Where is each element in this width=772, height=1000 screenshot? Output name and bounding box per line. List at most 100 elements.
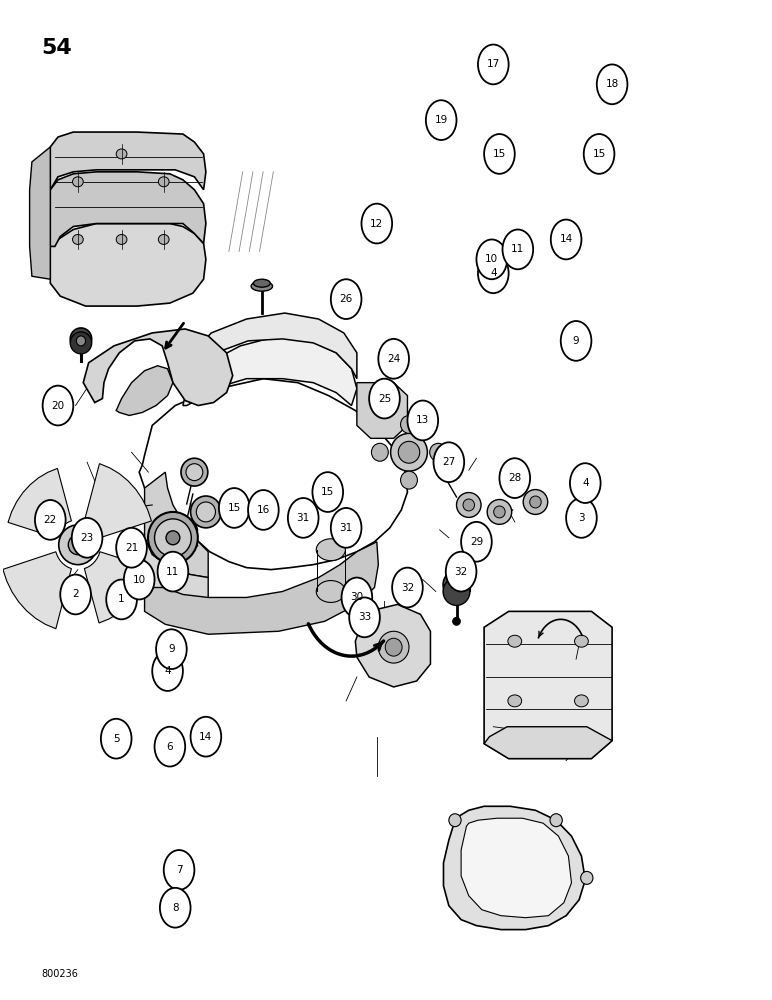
Circle shape: [341, 578, 372, 617]
Polygon shape: [117, 366, 173, 415]
Text: 28: 28: [508, 473, 521, 483]
Text: 11: 11: [166, 567, 180, 577]
Circle shape: [154, 727, 185, 767]
Circle shape: [331, 508, 361, 548]
Ellipse shape: [385, 638, 402, 656]
Circle shape: [478, 45, 509, 84]
Text: 23: 23: [80, 533, 93, 543]
Ellipse shape: [73, 234, 83, 244]
Text: 10: 10: [133, 575, 146, 585]
Text: 10: 10: [486, 254, 499, 264]
Text: 15: 15: [493, 149, 506, 159]
Text: 11: 11: [511, 244, 524, 254]
Circle shape: [484, 134, 515, 174]
Text: 22: 22: [44, 515, 57, 525]
Ellipse shape: [574, 695, 588, 707]
Text: 8: 8: [172, 903, 178, 913]
Text: 14: 14: [560, 234, 573, 244]
Ellipse shape: [487, 500, 512, 524]
Circle shape: [157, 552, 188, 591]
Circle shape: [107, 580, 137, 619]
Circle shape: [349, 597, 380, 637]
Circle shape: [164, 850, 195, 890]
Ellipse shape: [251, 281, 273, 291]
Text: 15: 15: [321, 487, 334, 497]
Ellipse shape: [452, 617, 460, 625]
Circle shape: [156, 629, 187, 669]
Ellipse shape: [456, 493, 481, 517]
Ellipse shape: [117, 234, 127, 244]
Text: 6: 6: [167, 742, 173, 752]
Ellipse shape: [191, 496, 222, 528]
Ellipse shape: [463, 499, 475, 511]
Ellipse shape: [186, 464, 203, 481]
Ellipse shape: [317, 539, 345, 561]
Ellipse shape: [523, 490, 547, 514]
Ellipse shape: [317, 581, 345, 602]
Ellipse shape: [398, 441, 420, 463]
Polygon shape: [144, 542, 378, 634]
Ellipse shape: [166, 531, 180, 545]
Polygon shape: [3, 552, 72, 629]
Text: 16: 16: [257, 505, 270, 515]
Text: 3: 3: [578, 513, 584, 523]
Text: 14: 14: [199, 732, 212, 742]
Ellipse shape: [401, 415, 418, 433]
Polygon shape: [83, 329, 232, 406]
Circle shape: [60, 575, 91, 614]
Circle shape: [566, 498, 597, 538]
Circle shape: [434, 442, 464, 482]
Polygon shape: [8, 468, 72, 538]
Text: 31: 31: [296, 513, 310, 523]
Circle shape: [288, 498, 319, 538]
Circle shape: [560, 321, 591, 361]
Text: 800236: 800236: [41, 969, 78, 979]
Ellipse shape: [581, 871, 593, 884]
Text: 20: 20: [52, 401, 65, 411]
Text: 15: 15: [228, 503, 241, 513]
Ellipse shape: [508, 695, 522, 707]
Text: 27: 27: [442, 457, 455, 467]
Text: 31: 31: [340, 523, 353, 533]
Ellipse shape: [401, 471, 418, 489]
Circle shape: [160, 888, 191, 928]
Circle shape: [42, 386, 73, 425]
Circle shape: [503, 230, 533, 269]
Circle shape: [570, 463, 601, 503]
Ellipse shape: [449, 814, 461, 827]
Circle shape: [124, 560, 154, 599]
Ellipse shape: [148, 512, 198, 564]
Ellipse shape: [493, 506, 505, 518]
Polygon shape: [84, 464, 151, 538]
Ellipse shape: [550, 814, 562, 827]
Polygon shape: [443, 806, 585, 930]
Ellipse shape: [391, 433, 428, 471]
Circle shape: [499, 458, 530, 498]
Ellipse shape: [508, 635, 522, 647]
Text: 4: 4: [490, 268, 496, 278]
Circle shape: [152, 651, 183, 691]
Circle shape: [597, 64, 628, 104]
Circle shape: [35, 500, 66, 540]
Circle shape: [550, 220, 581, 259]
Text: 29: 29: [470, 537, 483, 547]
Ellipse shape: [68, 535, 87, 555]
Circle shape: [426, 100, 456, 140]
Polygon shape: [484, 727, 612, 759]
Ellipse shape: [154, 519, 191, 557]
Text: 32: 32: [455, 567, 468, 577]
Circle shape: [313, 472, 343, 512]
Circle shape: [101, 719, 131, 759]
Polygon shape: [29, 147, 50, 279]
Text: 18: 18: [605, 79, 618, 89]
Text: 17: 17: [486, 59, 500, 69]
Text: 13: 13: [416, 415, 429, 425]
Text: 5: 5: [113, 734, 120, 744]
Circle shape: [378, 339, 409, 379]
Text: 7: 7: [176, 865, 182, 875]
Ellipse shape: [59, 525, 97, 565]
Ellipse shape: [158, 177, 169, 187]
Text: 9: 9: [168, 644, 174, 654]
Text: 33: 33: [358, 612, 371, 622]
Polygon shape: [50, 132, 206, 190]
